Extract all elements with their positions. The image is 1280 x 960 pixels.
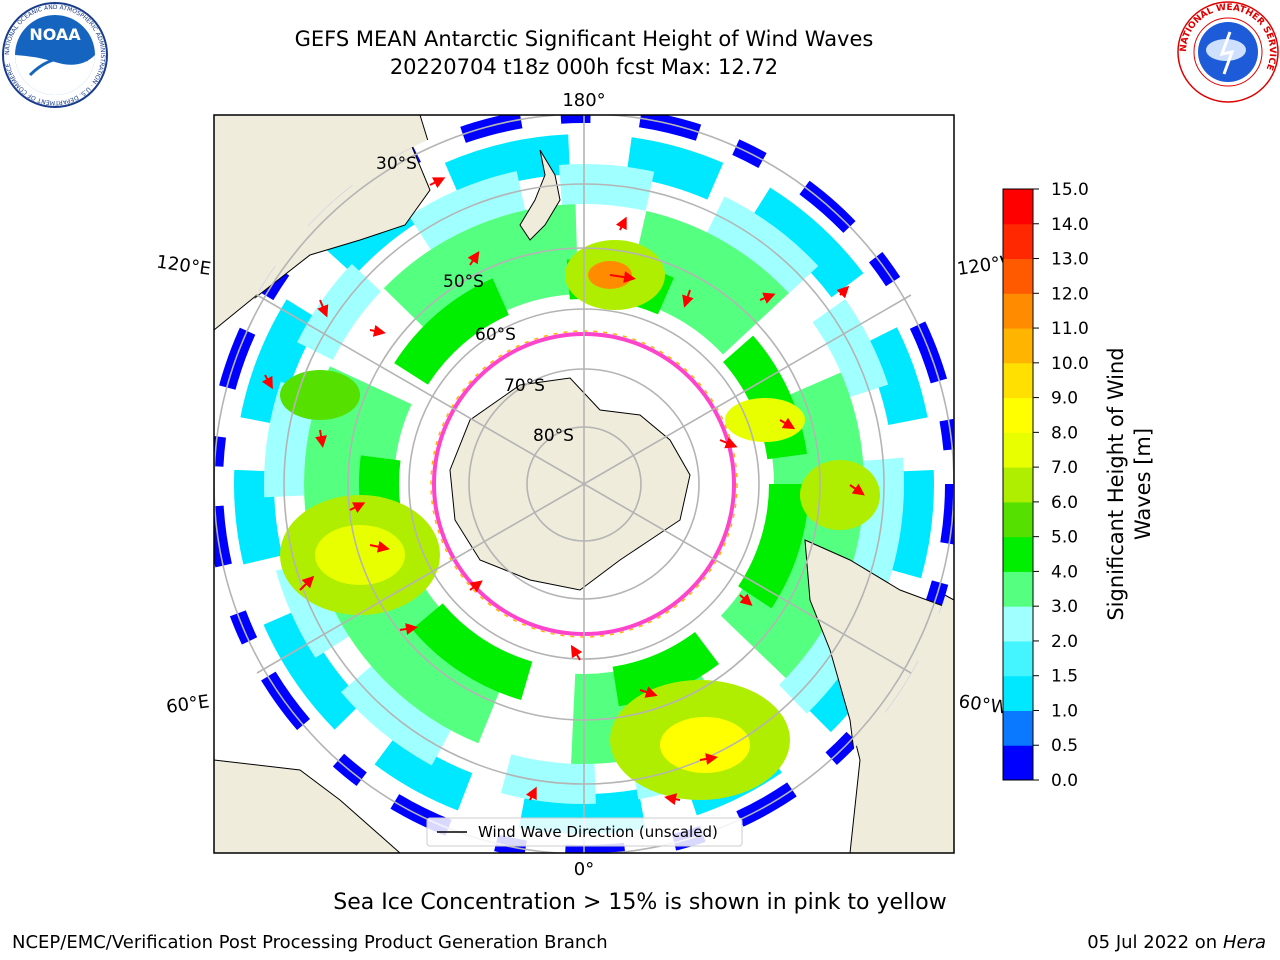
noaa-logo-text: NOAA [29,25,81,44]
lat-label-70s: 70°S [504,376,545,396]
date-label: 05 Jul 2022 on [1087,932,1223,953]
map-legend: Wind Wave Direction (unscaled) [426,817,743,847]
lon-label-60w: 60°W [957,691,1009,719]
wind-wave-arrows [261,177,865,806]
lon-label-180: 180° [562,90,605,111]
lon-label-0: 0° [574,859,594,880]
host-name: Hera [1222,932,1266,953]
lon-label-120e: 120°E [155,252,212,280]
graticule [214,115,954,853]
map-frame-border [213,114,955,854]
lat-label-80s: 80°S [533,426,574,446]
nws-logo: NATIONAL WEATHER SERVICE [1177,1,1279,103]
lon-label-60e: 60°E [165,691,211,718]
lat-label-50s: 50°S [443,272,484,292]
map-title: GEFS MEAN Antarctic Significant Height o… [294,27,874,51]
new-zealand-land [519,149,561,241]
antarctica-land [449,377,691,591]
map-subtitle: 20220704 t18z 000h fcst Max: 12.72 [389,55,779,79]
legend-label: Wind Wave Direction (unscaled) [478,823,718,841]
sea-ice-note: Sea Ice Concentration > 15% is shown in … [333,890,947,915]
lon-label-120w: 120°W [956,251,1020,280]
lat-label-60s: 60°S [475,325,516,345]
date-text: 05 Jul 2022 on Hera [1087,932,1266,953]
lat-label-30s: 30°S [376,154,417,174]
credit-text: NCEP/EMC/Verification Post Processing Pr… [12,932,608,953]
noaa-logo: NOAA NATIONAL OCEANIC AND ATMOSPHERIC AD… [2,2,108,108]
